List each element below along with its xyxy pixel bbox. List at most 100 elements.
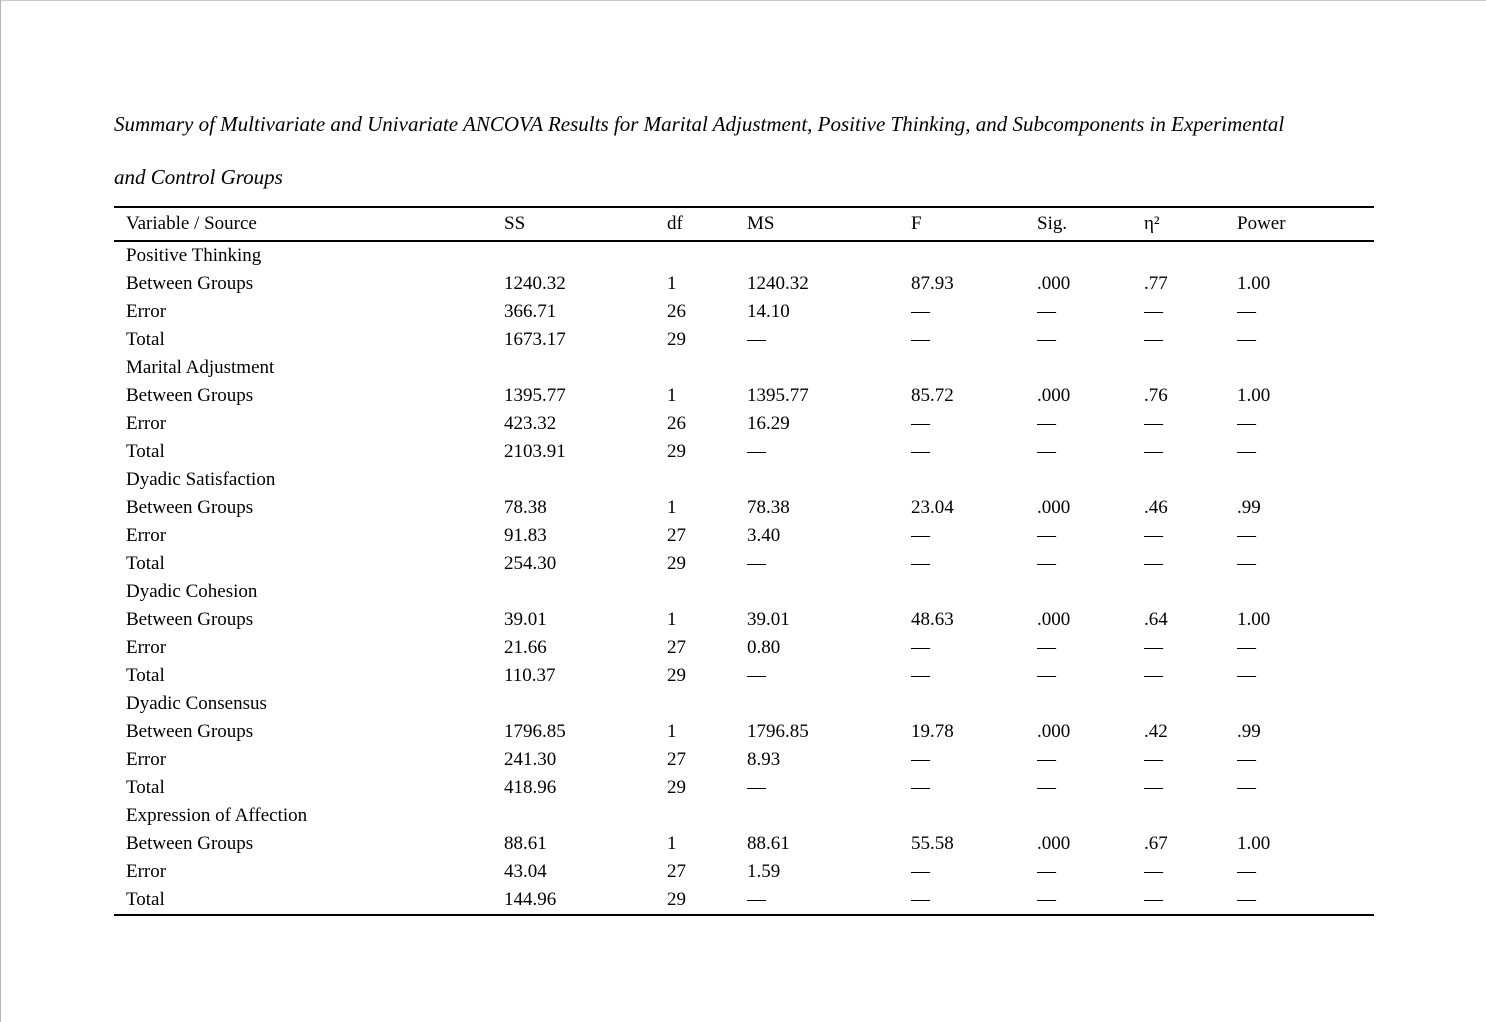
cell-ss: 144.96 [504, 889, 557, 910]
cell-df: 1 [667, 273, 677, 294]
col-header-f: F [911, 207, 1037, 242]
cell-df: 29 [667, 553, 686, 574]
cell-sig: — [1037, 553, 1056, 574]
cell-source: Error [126, 637, 167, 658]
cell-ss: 2103.91 [504, 441, 566, 462]
section-title: Marital Adjustment [126, 357, 275, 378]
empty-cell [1144, 466, 1237, 494]
cell-eta2: — [1144, 665, 1163, 686]
cell-sig: — [1037, 301, 1056, 322]
cell-df: 27 [667, 861, 686, 882]
cell-sig: — [1037, 441, 1056, 462]
empty-cell [667, 241, 747, 270]
cell-ss: 241.30 [504, 749, 557, 770]
cell-df: 29 [667, 777, 686, 798]
cell-f: 85.72 [911, 385, 954, 406]
cell-ss: 1796.85 [504, 721, 566, 742]
cell-df: 27 [667, 749, 686, 770]
empty-cell [504, 802, 667, 830]
cell-df: 26 [667, 301, 686, 322]
cell-df: 1 [667, 385, 677, 406]
empty-cell [1144, 241, 1237, 270]
cell-ss: 366.71 [504, 301, 557, 322]
cell-power: — [1237, 665, 1256, 686]
empty-cell [747, 466, 911, 494]
cell-eta2: .67 [1144, 833, 1168, 854]
cell-eta2: — [1144, 441, 1163, 462]
cell-sig: .000 [1037, 833, 1071, 854]
cell-sig: — [1037, 889, 1056, 910]
cell-ss: 43.04 [504, 861, 547, 882]
empty-cell [504, 578, 667, 606]
cell-eta2: — [1144, 777, 1163, 798]
col-header-eta-squared: η² [1144, 207, 1237, 242]
cell-df: 29 [667, 441, 686, 462]
cell-power: — [1237, 329, 1256, 350]
section-header-row: Expression of Affection [114, 802, 1374, 830]
empty-cell [1237, 466, 1374, 494]
cell-sig: .000 [1037, 385, 1071, 406]
table-body: Positive Thinking Between Groups 1240.32 1 1… [114, 241, 1374, 915]
empty-cell [1237, 578, 1374, 606]
cell-sig: — [1037, 777, 1056, 798]
cell-ss: 88.61 [504, 833, 547, 854]
cell-source: Between Groups [126, 721, 254, 742]
empty-cell [747, 802, 911, 830]
empty-cell [747, 354, 911, 382]
cell-ms: 0.80 [747, 637, 781, 658]
data-row: Error 21.66 27 0.80 — — — — [114, 634, 1374, 662]
cell-ss: 1673.17 [504, 329, 566, 350]
cell-f: — [911, 749, 930, 770]
data-row: Total 2103.91 29 — — — — — [114, 438, 1374, 466]
cell-ms: 78.38 [747, 497, 790, 518]
cell-power: 1.00 [1237, 833, 1271, 854]
cell-power: — [1237, 861, 1256, 882]
data-row: Error 366.71 26 14.10 — — — — [114, 298, 1374, 326]
cell-ms: — [747, 889, 766, 910]
cell-power: — [1237, 889, 1256, 910]
cell-ss: 1240.32 [504, 273, 566, 294]
cell-f: — [911, 329, 930, 350]
col-header-power: Power [1237, 207, 1374, 242]
col-header-df: df [667, 207, 747, 242]
empty-cell [911, 578, 1037, 606]
cell-df: 27 [667, 637, 686, 658]
data-row: Between Groups 1796.85 1 1796.85 19.78 .000 .4… [114, 718, 1374, 746]
cell-sig: — [1037, 665, 1056, 686]
cell-df: 29 [667, 889, 686, 910]
cell-df: 27 [667, 525, 686, 546]
cell-eta2: — [1144, 553, 1163, 574]
cell-ss: 91.83 [504, 525, 547, 546]
cell-power: — [1237, 441, 1256, 462]
cell-power: — [1237, 413, 1256, 434]
col-header-variable-source: Variable / Source [114, 207, 504, 242]
cell-ms: 39.01 [747, 609, 790, 630]
cell-f: — [911, 665, 930, 686]
cell-df: 26 [667, 413, 686, 434]
cell-f: — [911, 889, 930, 910]
empty-cell [1237, 241, 1374, 270]
section-header-row: Positive Thinking [114, 241, 1374, 270]
data-row: Total 144.96 29 — — — — — [114, 886, 1374, 915]
cell-sig: .000 [1037, 497, 1071, 518]
cell-eta2: — [1144, 525, 1163, 546]
cell-sig: .000 [1037, 273, 1071, 294]
section-header-row: Dyadic Consensus [114, 690, 1374, 718]
cell-sig: — [1037, 413, 1056, 434]
cell-df: 29 [667, 329, 686, 350]
cell-source: Total [126, 889, 165, 910]
cell-ms: 1.59 [747, 861, 781, 882]
cell-source: Error [126, 749, 167, 770]
cell-ms: 1240.32 [747, 273, 809, 294]
cell-f: — [911, 301, 930, 322]
empty-cell [1037, 241, 1144, 270]
cell-f: — [911, 525, 930, 546]
cell-eta2: — [1144, 861, 1163, 882]
empty-cell [911, 690, 1037, 718]
cell-source: Error [126, 525, 167, 546]
cell-f: 48.63 [911, 609, 954, 630]
cell-f: — [911, 553, 930, 574]
cell-f: 19.78 [911, 721, 954, 742]
cell-ms: 14.10 [747, 301, 790, 322]
cell-f: — [911, 861, 930, 882]
